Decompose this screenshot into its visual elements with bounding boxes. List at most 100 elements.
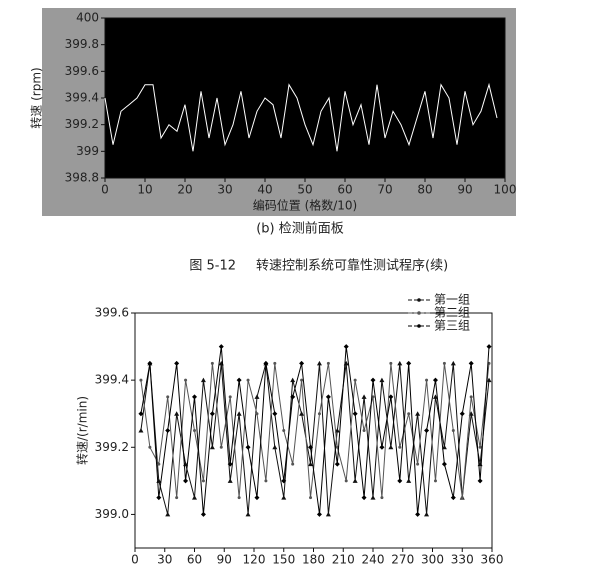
series-line <box>140 363 490 515</box>
x-tick-label: 180 <box>302 553 325 567</box>
marker <box>281 478 287 484</box>
marker <box>379 444 385 450</box>
marker <box>450 360 456 366</box>
marker <box>201 479 205 483</box>
marker <box>478 445 482 449</box>
marker <box>389 361 393 365</box>
marker <box>156 495 162 501</box>
x-tick-label: 240 <box>362 553 385 567</box>
marker <box>406 360 412 366</box>
marker <box>344 479 348 483</box>
x-tick-label: 80 <box>417 183 432 197</box>
marker <box>353 378 357 382</box>
marker <box>352 411 358 417</box>
marker <box>460 496 464 500</box>
marker <box>441 461 447 467</box>
marker <box>138 428 144 433</box>
marker <box>209 411 215 417</box>
marker <box>227 461 233 467</box>
marker <box>424 428 430 433</box>
y-tick-label: 399.2 <box>95 440 129 454</box>
x-tick-label: 60 <box>187 553 202 567</box>
x-tick-label: 100 <box>494 183 517 197</box>
marker <box>192 495 197 500</box>
marker <box>254 495 260 501</box>
marker <box>237 496 241 500</box>
marker <box>334 461 340 467</box>
y-tick-label: 399.4 <box>65 91 99 105</box>
marker <box>193 429 196 432</box>
x-tick-label: 20 <box>177 183 192 197</box>
marker <box>326 361 330 365</box>
marker <box>147 360 153 366</box>
marker <box>477 478 483 484</box>
marker <box>300 378 304 382</box>
marker <box>299 360 305 366</box>
y-tick-label: 398.8 <box>65 171 99 185</box>
x-tick-label: 40 <box>257 183 272 197</box>
marker <box>317 412 321 416</box>
marker <box>183 478 189 484</box>
x-tick-label: 50 <box>297 183 312 197</box>
marker <box>397 360 403 366</box>
marker <box>299 411 305 416</box>
marker <box>361 394 367 399</box>
marker <box>138 411 144 417</box>
marker <box>290 394 296 400</box>
marker <box>200 511 206 517</box>
marker <box>388 394 394 400</box>
marker <box>424 511 430 517</box>
y-axis-label: 转速 (rpm) <box>29 67 44 128</box>
figure-title: 转速控制系统可靠性测试程序(续) <box>256 259 448 274</box>
y-tick-label: 399.0 <box>95 507 129 521</box>
x-tick-label: 30 <box>217 183 232 197</box>
marker <box>282 429 286 432</box>
x-tick-label: 0 <box>101 183 109 197</box>
marker <box>370 377 376 383</box>
marker <box>432 394 438 399</box>
legend-marker <box>417 298 421 302</box>
series-line <box>140 346 490 515</box>
marker <box>450 495 456 501</box>
marker <box>236 377 242 383</box>
x-tick-label: 210 <box>332 553 355 567</box>
marker <box>316 511 322 517</box>
marker <box>166 395 170 399</box>
marker <box>246 378 250 382</box>
marker <box>174 360 180 366</box>
plot-background <box>105 18 505 178</box>
x-tick-label: 60 <box>337 183 352 197</box>
marker <box>219 445 223 449</box>
marker <box>157 462 161 466</box>
marker <box>139 378 143 382</box>
marker <box>416 462 420 466</box>
marker <box>388 444 394 450</box>
legend-label: 第一组 <box>434 293 470 307</box>
series-line <box>104 82 498 152</box>
marker <box>245 511 251 517</box>
marker <box>165 428 171 433</box>
marker <box>406 478 412 483</box>
marker <box>398 445 402 449</box>
marker <box>343 344 349 350</box>
marker <box>281 495 287 500</box>
marker <box>469 395 473 399</box>
marker <box>425 378 429 382</box>
marker <box>148 445 152 449</box>
marker <box>200 377 206 383</box>
marker <box>192 394 197 400</box>
y-tick-label: 400 <box>76 11 99 25</box>
marker <box>370 495 376 500</box>
legend-marker <box>417 324 421 328</box>
y-tick-label: 399.6 <box>95 306 129 320</box>
marker <box>290 377 296 383</box>
y-tick-label: 399.8 <box>65 37 99 51</box>
marker <box>308 444 314 450</box>
marker <box>175 496 179 500</box>
marker <box>308 461 314 467</box>
x-tick-label: 360 <box>481 553 504 567</box>
x-tick-label: 150 <box>272 553 295 567</box>
x-tick-label: 90 <box>457 183 472 197</box>
